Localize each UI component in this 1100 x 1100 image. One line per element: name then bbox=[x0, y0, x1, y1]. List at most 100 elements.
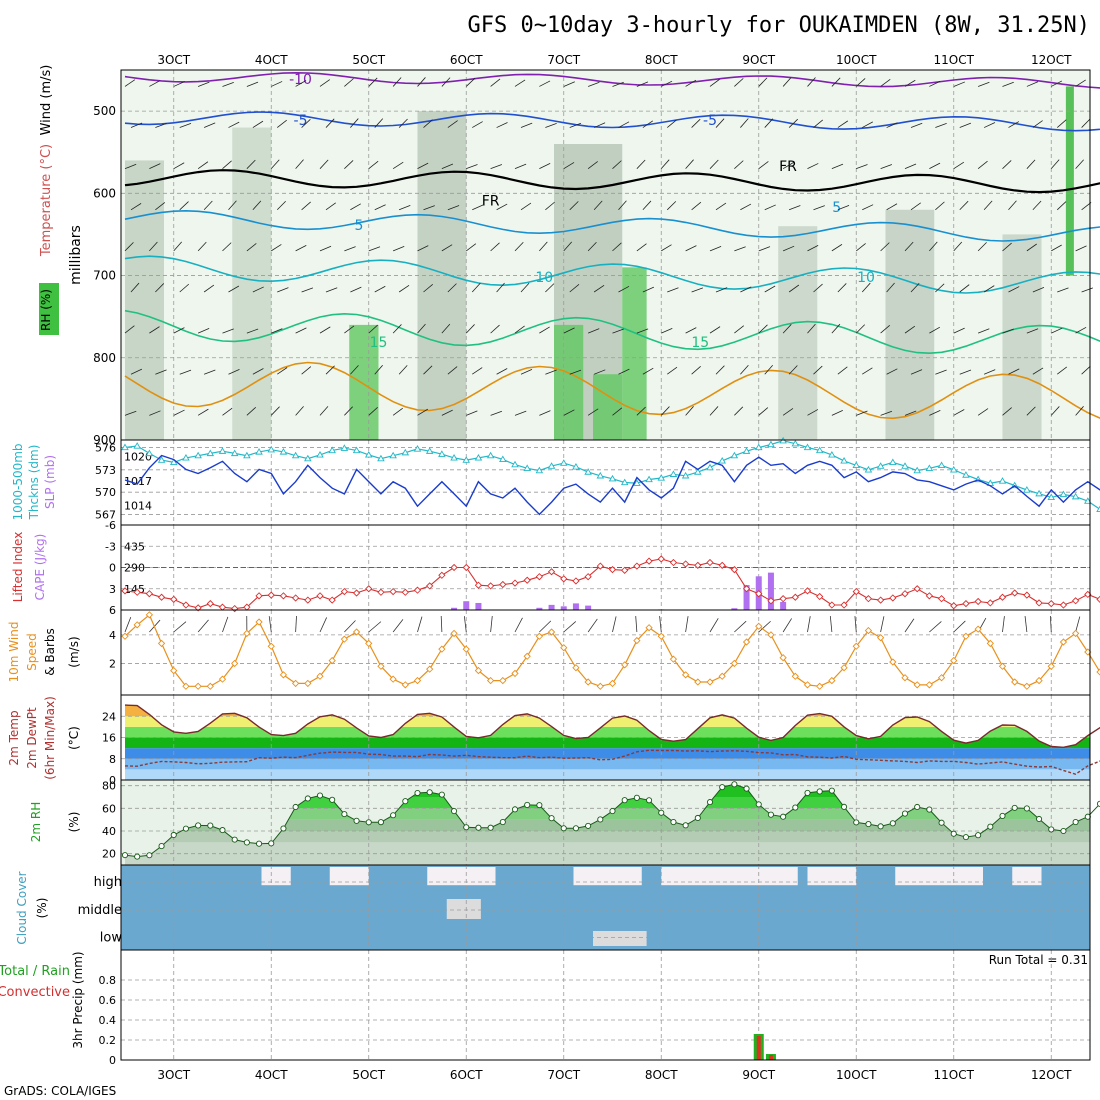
lifted-index-point bbox=[974, 597, 982, 606]
wind-barb bbox=[709, 326, 721, 334]
rh-point bbox=[1011, 804, 1018, 811]
cape-bar bbox=[743, 585, 750, 610]
thickness-point bbox=[645, 475, 653, 483]
lifted-index-point bbox=[279, 592, 288, 600]
wind-speed-point bbox=[730, 659, 739, 668]
wind-barb bbox=[319, 326, 331, 334]
x-tick-label-top: 5OCT bbox=[352, 53, 385, 67]
lifted-index-point bbox=[535, 573, 544, 581]
wind-barb bbox=[880, 242, 890, 252]
rh-point bbox=[694, 814, 701, 822]
lifted-index-point bbox=[950, 602, 958, 610]
wind-barb bbox=[910, 122, 923, 128]
thickness-point bbox=[1084, 497, 1092, 504]
lifted-index-point bbox=[352, 589, 361, 597]
rh-point bbox=[938, 819, 945, 826]
wind-barb bbox=[228, 369, 240, 375]
thickness-point bbox=[913, 466, 921, 474]
thickness-point bbox=[340, 444, 349, 451]
wind-barb bbox=[685, 79, 697, 87]
thickness-point bbox=[803, 443, 812, 451]
lifted-index-point bbox=[438, 571, 446, 579]
lifted-index-point bbox=[560, 575, 568, 583]
contour-label: FR bbox=[779, 159, 797, 175]
y-tick-left: 567 bbox=[95, 509, 116, 522]
wind-barb bbox=[977, 242, 987, 252]
temp-label-1: 2m Temp bbox=[7, 710, 21, 765]
wind-barb bbox=[270, 406, 280, 416]
wind-barb bbox=[1032, 200, 1042, 211]
wind-barb bbox=[417, 616, 423, 633]
y-tick-label: 20 bbox=[102, 848, 116, 861]
x-tick-label-bottom: 12OCT bbox=[1031, 1068, 1072, 1082]
wind-barb bbox=[1057, 366, 1068, 375]
rh-point bbox=[767, 811, 774, 818]
wind-barb bbox=[374, 204, 386, 211]
wind-speed-point bbox=[267, 642, 275, 650]
wind-barb bbox=[539, 410, 551, 416]
y-tick-label: 0.8 bbox=[99, 974, 117, 987]
wind-barb bbox=[1075, 159, 1084, 169]
wind-barb bbox=[1026, 81, 1039, 87]
wind-barb bbox=[472, 121, 483, 128]
rh-point bbox=[731, 781, 738, 788]
wind-barb bbox=[813, 365, 823, 375]
wind-barb bbox=[764, 204, 776, 211]
upper-rh-label: RH (%) bbox=[39, 289, 53, 331]
precip-label-units: 3hr Precip (mm) bbox=[71, 951, 85, 1048]
thickness-point bbox=[657, 474, 666, 481]
contour-label: 15 bbox=[370, 335, 388, 351]
wind-barb bbox=[325, 365, 335, 375]
wind-speed-point bbox=[486, 676, 495, 685]
thickness-point bbox=[754, 443, 763, 451]
wind-barb bbox=[398, 365, 408, 375]
wind-barb bbox=[1081, 365, 1091, 375]
temperature-contour bbox=[124, 255, 1100, 294]
wind-speed-point bbox=[974, 625, 982, 633]
wind-barb bbox=[569, 201, 579, 211]
wind-barb bbox=[1075, 406, 1084, 416]
thickness-point bbox=[852, 461, 861, 469]
rh-shade bbox=[885, 209, 935, 440]
wind-speed-point bbox=[913, 681, 921, 689]
wind-barb bbox=[173, 409, 185, 416]
y-tick-label: 800 bbox=[93, 351, 116, 365]
wind-barb bbox=[715, 118, 725, 128]
wind-barb bbox=[465, 77, 476, 87]
wind-barb bbox=[1051, 80, 1063, 87]
rh-point bbox=[914, 803, 921, 811]
thickness-point bbox=[962, 471, 970, 478]
cloud-gap bbox=[446, 899, 481, 919]
contour-label: -10 bbox=[289, 72, 312, 88]
wind-barb bbox=[660, 406, 670, 416]
wind-barb bbox=[862, 367, 873, 375]
wind-barb bbox=[490, 410, 503, 416]
wind-barb bbox=[666, 201, 677, 211]
y-tick-label: 0.6 bbox=[99, 994, 117, 1007]
wind-barb bbox=[685, 406, 694, 416]
wind-speed-point bbox=[1023, 682, 1031, 690]
wind-barb bbox=[472, 204, 484, 211]
y-tick-left: 573 bbox=[95, 464, 116, 477]
wind-speed-point bbox=[401, 681, 409, 689]
lifted-index-point bbox=[889, 594, 897, 602]
lifted-index-point bbox=[377, 588, 385, 596]
lifted-index-point bbox=[1047, 599, 1055, 608]
wind-barb bbox=[277, 119, 287, 128]
wind-barb bbox=[514, 617, 523, 633]
wind-barb bbox=[496, 122, 508, 128]
wind-barb bbox=[496, 282, 505, 293]
wind-barb bbox=[642, 200, 652, 211]
wind-barb bbox=[831, 163, 844, 170]
wind-barb bbox=[904, 410, 917, 416]
rh-point bbox=[560, 825, 567, 832]
wind-barb bbox=[807, 616, 811, 633]
wind-barb bbox=[880, 410, 893, 416]
wind-barb bbox=[496, 368, 508, 375]
wind-barb bbox=[929, 621, 942, 633]
wind-barb bbox=[539, 326, 550, 334]
wind-barb bbox=[715, 287, 728, 293]
rh-band bbox=[125, 819, 1090, 831]
x-tick-label-bottom: 4OCT bbox=[255, 1068, 288, 1082]
rh-point bbox=[219, 827, 226, 834]
